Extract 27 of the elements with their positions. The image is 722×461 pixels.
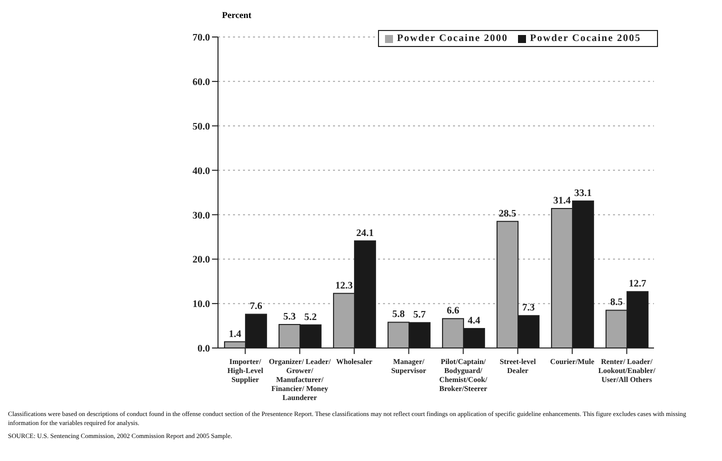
y-axis-title: Percent bbox=[222, 10, 252, 20]
data-label: 8.5 bbox=[610, 297, 623, 308]
data-label: 12.3 bbox=[335, 280, 353, 292]
data-label: 5.7 bbox=[413, 310, 426, 321]
data-label: 4.4 bbox=[468, 315, 480, 326]
data-label: 5.3 bbox=[283, 311, 296, 322]
data-label: 5.8 bbox=[392, 309, 405, 320]
data-label: 12.7 bbox=[628, 278, 646, 290]
y-tick-label: 70.0 bbox=[192, 32, 210, 44]
y-tick-label: 0.0 bbox=[198, 344, 210, 355]
y-tick-label: 40.0 bbox=[192, 166, 210, 177]
data-label: 7.3 bbox=[522, 302, 535, 314]
y-tick-label: 20.0 bbox=[192, 254, 210, 266]
data-label: 24.1 bbox=[356, 228, 374, 239]
y-tick-label: 30.0 bbox=[192, 210, 210, 222]
y-tick-label: 50.0 bbox=[192, 121, 210, 132]
data-label: 5.2 bbox=[304, 312, 317, 323]
data-label: 1.4 bbox=[228, 328, 242, 340]
y-tick-label: 60.0 bbox=[192, 76, 210, 88]
legend-label: Powder Cocaine 2005 bbox=[530, 33, 642, 44]
data-label: 33.1 bbox=[574, 188, 592, 199]
y-tick-label: 10.0 bbox=[192, 299, 210, 310]
legend-label: Powder Cocaine 2000 bbox=[397, 33, 508, 44]
data-label: 7.6 bbox=[250, 301, 262, 312]
data-label: 28.5 bbox=[498, 208, 516, 220]
data-label: 6.6 bbox=[446, 306, 460, 317]
data-label: 31.4 bbox=[553, 195, 571, 206]
